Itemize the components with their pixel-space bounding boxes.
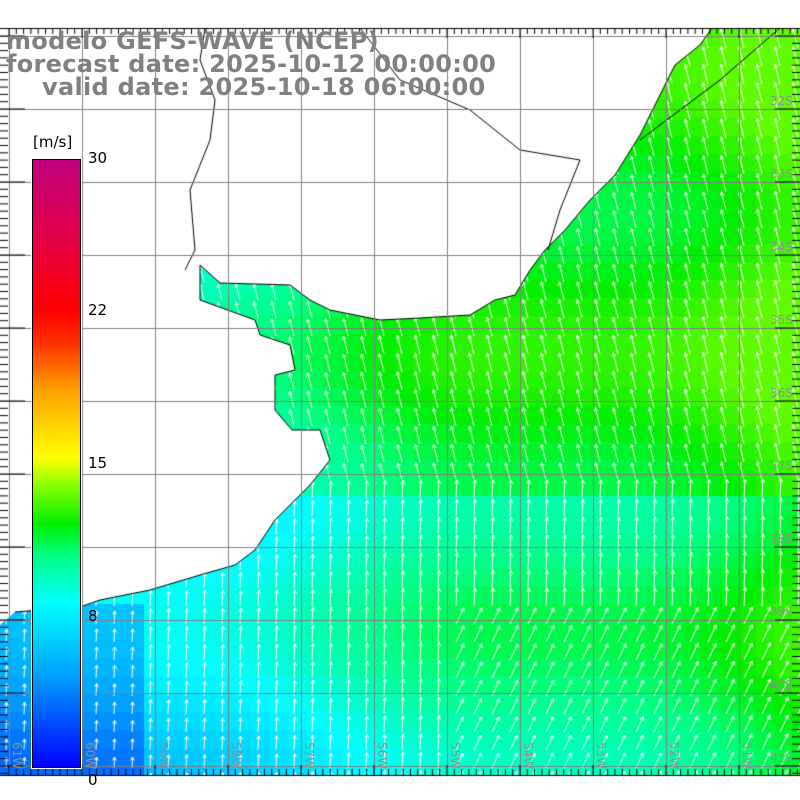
latitude-label: 38S: [770, 532, 793, 546]
latitude-label: 36S: [770, 386, 793, 400]
longitude-label: 59W: [156, 742, 170, 770]
latitude-label: 39S: [770, 605, 793, 619]
forecast-date: forecast date: 2025-10-12 00:00:00: [6, 50, 497, 78]
colorbar: [32, 159, 81, 768]
valid-date: valid date: 2025-10-18 06:00:00: [42, 73, 486, 101]
colorbar-unit: [m/s]: [33, 133, 73, 151]
colorbar-tick: 30: [88, 149, 108, 167]
latitude-label: 37S: [770, 459, 793, 473]
colorbar-tick: 22: [88, 301, 108, 319]
longitude-label: 56W: [375, 742, 389, 770]
latitude-label: 33S: [770, 167, 793, 181]
model-title: modelo GEFS-WAVE (NCEP): [6, 27, 379, 55]
longitude-label: 58W: [229, 742, 243, 770]
longitude-label: 53W: [594, 742, 608, 770]
latitude-label: 34S: [770, 240, 793, 254]
longitude-label: 52W: [667, 742, 681, 770]
latitude-label: 32S: [770, 94, 793, 108]
latitude-label: 40S: [770, 678, 793, 692]
longitude-label: 60W: [83, 742, 97, 770]
longitude-label: 61W: [10, 742, 24, 770]
longitude-label: 57W: [302, 742, 316, 770]
colorbar-tick: 8: [88, 607, 98, 625]
longitude-label: 55W: [448, 742, 462, 770]
latitude-label: 41S: [770, 751, 793, 765]
longitude-label: 54W: [521, 742, 535, 770]
longitude-label: 51W: [740, 742, 754, 770]
colorbar-tick: 15: [88, 454, 108, 472]
colorbar-tick: 0: [88, 771, 98, 789]
latitude-label: 35S: [770, 313, 793, 327]
